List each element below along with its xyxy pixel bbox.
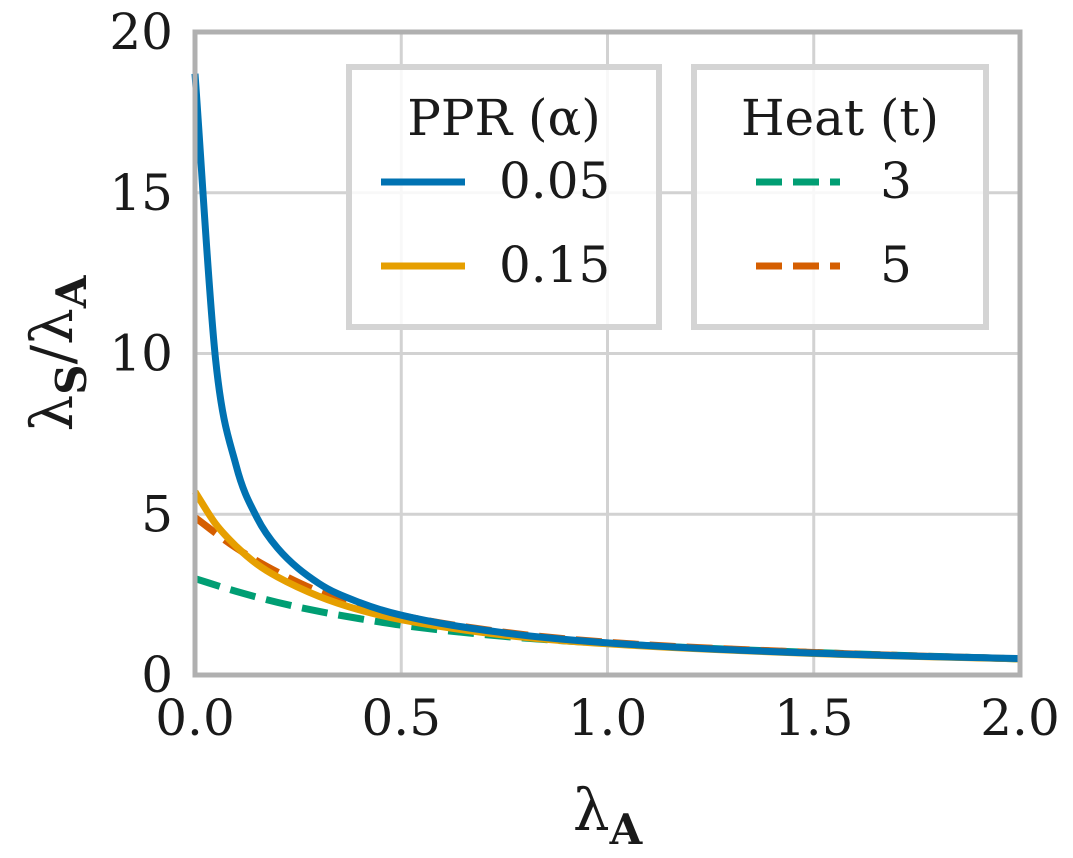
plot-frame [192,29,1023,678]
legend-box [346,64,662,330]
x-tick-label: 1.5 [774,689,854,747]
x-tick-label: 1.0 [568,689,648,747]
legend-box [691,64,989,330]
y-axis-label-den-base: λ [18,308,86,345]
y-tick-label: 10 [109,325,173,383]
y-tick-label: 15 [109,164,173,222]
y-axis-label-den-sub: A [47,274,96,309]
legend: PPR (α)0.05 0.15 Heat (t)3 5 [346,64,989,330]
legend-label: 0.05 [499,152,610,210]
x-tick-label: 0.5 [361,689,441,747]
x-tick-label: 2.0 [980,689,1060,747]
x-axis-label: λA [573,776,644,854]
tick-labels: 0.0 0.5 1.0 1.5 2.0 0 5 10 15 20 [109,3,1059,747]
legend-group-1: Heat (t)3 5 [691,64,989,330]
legend-title: PPR (α) [407,89,601,147]
x-axis-label-sub: A [609,805,644,854]
y-tick-label: 0 [141,646,173,704]
legend-label: 5 [880,236,912,294]
plot-layer [191,73,1021,663]
legend-label: 0.15 [499,236,610,294]
y-axis-label-slash: / [18,344,86,364]
legend-title: Heat (t) [741,89,939,147]
series-line-ppr-0.05 [191,73,1021,663]
x-tick-label: 0.0 [155,689,235,747]
legend-group-0: PPR (α)0.05 0.15 [346,64,662,330]
y-axis-label: λS/λA [18,274,96,431]
x-axis-label-base: λ [573,776,610,844]
y-axis-label-num-sub: S [47,364,96,394]
y-axis-label-num-base: λ [18,395,86,432]
y-tick-label: 20 [109,3,173,61]
y-tick-label: 5 [141,485,173,543]
legend-label: 3 [880,152,912,210]
series-line-heat-3 [193,575,1021,663]
